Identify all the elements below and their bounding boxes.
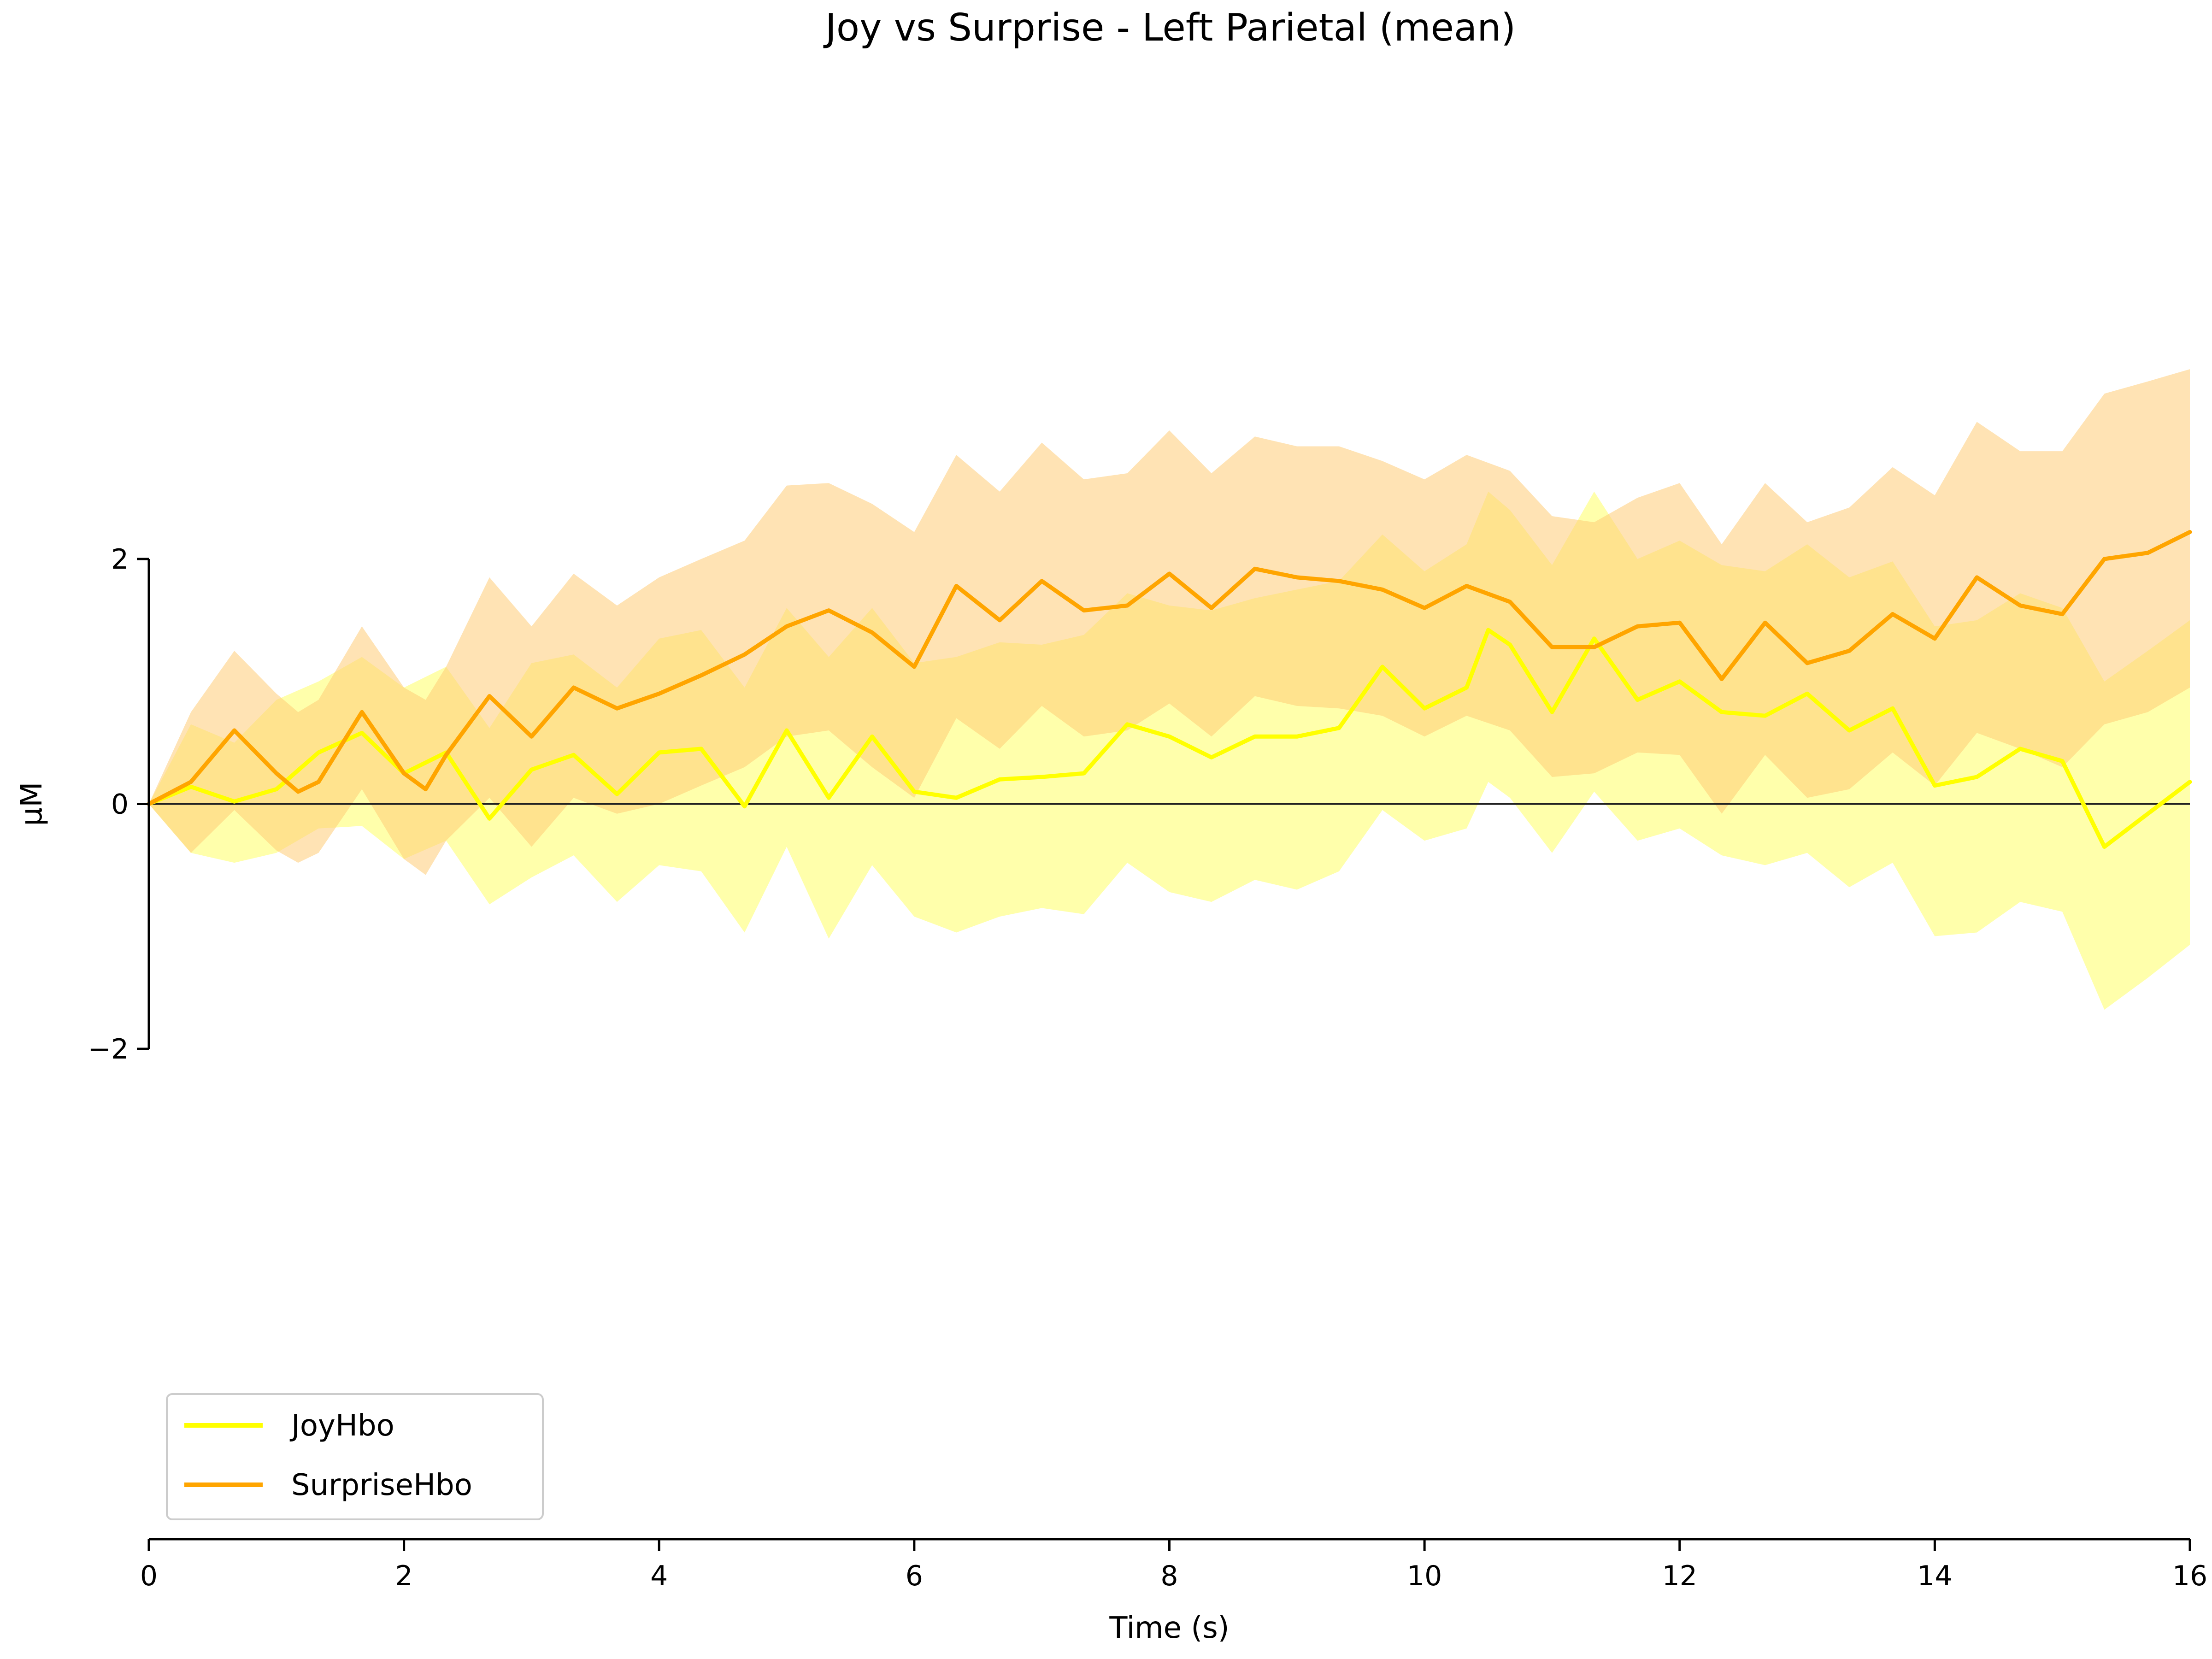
legend-label-joyhbo: JoyHbo (289, 1409, 394, 1443)
y-ticks: −2 0 2 (88, 543, 149, 1065)
x-tick-label: 8 (1160, 1560, 1178, 1592)
series-line-joyhbo (147, 628, 2192, 849)
y-tick-label: 0 (111, 788, 129, 821)
y-tick-label: −2 (88, 1033, 129, 1065)
y-axis-label: µM (15, 782, 49, 826)
band-surprisehbo (149, 369, 2190, 875)
series-lines (147, 530, 2192, 849)
legend: JoyHbo SurpriseHbo (166, 1393, 544, 1520)
x-tick-label: 10 (1407, 1560, 1442, 1592)
series-line-surprisehbo (147, 530, 2192, 806)
legend-label-surprisehbo: SurpriseHbo (291, 1468, 472, 1502)
x-tick-label: 6 (906, 1560, 923, 1592)
x-axis-label: Time (s) (1109, 1611, 1229, 1645)
x-tick-label: 16 (2172, 1560, 2207, 1592)
x-axis: 0 2 4 6 8 10 12 14 16 Time (s) (140, 1538, 2207, 1645)
x-tick-label: 2 (395, 1560, 413, 1592)
x-tick-label: 12 (1662, 1560, 1697, 1592)
x-tick-label: 14 (1917, 1560, 1952, 1592)
x-tick-label: 4 (650, 1560, 668, 1592)
x-ticks: 0 2 4 6 8 10 12 14 16 (140, 1539, 2207, 1592)
y-tick-label: 2 (111, 543, 129, 576)
y-axis: −2 0 2 µM (15, 543, 150, 1065)
confidence-bands (149, 369, 2190, 1010)
x-tick-label: 0 (140, 1560, 158, 1592)
chart-title: Joy vs Surprise - Left Parietal (mean) (823, 6, 1516, 50)
